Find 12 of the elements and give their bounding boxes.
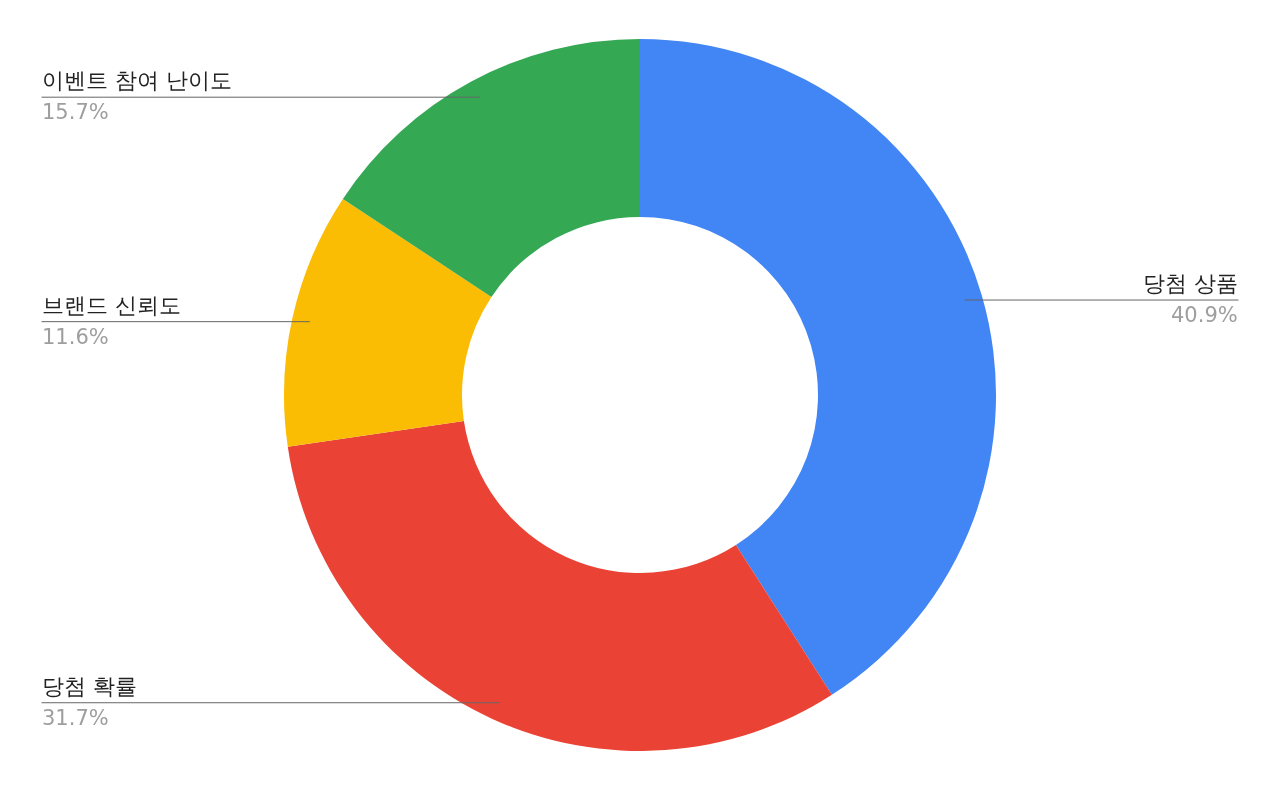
slice-label: 당첨 확률 <box>42 674 137 699</box>
donut-slice <box>284 198 492 447</box>
slice-label: 이벤트 참여 난이도 <box>42 68 232 93</box>
data-label: 40.9% <box>1171 303 1238 327</box>
donut-slice <box>342 39 640 297</box>
data-label: 11.6% <box>42 325 109 349</box>
slice-label: 당첨 상품 <box>1143 271 1238 296</box>
donut-slice <box>287 420 832 751</box>
donut-slice <box>640 39 996 695</box>
data-label: 15.7% <box>42 100 109 124</box>
slice-label: 브랜드 신뢰도 <box>42 293 181 318</box>
data-label: 31.7% <box>42 706 109 730</box>
